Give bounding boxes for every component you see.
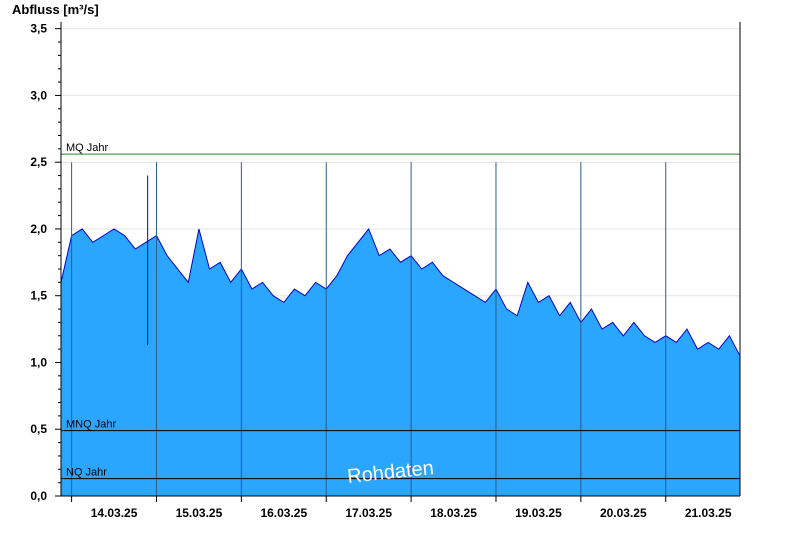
y-tick-label: 0,5 bbox=[30, 422, 47, 436]
y-tick-label: 3,5 bbox=[30, 22, 47, 36]
y-tick-label: 0,0 bbox=[30, 489, 47, 503]
x-tick-label: 18.03.25 bbox=[430, 506, 477, 520]
y-ticks: 0,0 0,5 1,0 1,5 2,0 2,5 3,0 3,5 bbox=[30, 22, 61, 503]
y-tick-label: 3,0 bbox=[30, 88, 47, 102]
x-ticks: 14.03.25 15.03.25 16.03.25 17.03.25 18.03.25… bbox=[71, 496, 732, 520]
y-tick-label: 1,0 bbox=[30, 355, 47, 369]
x-tick-label: 15.03.25 bbox=[176, 506, 223, 520]
y-tick-label: 2,5 bbox=[30, 155, 47, 169]
reference-lines: MQ Jahr MNQ Jahr NQ Jahr bbox=[61, 142, 740, 480]
day-separators bbox=[71, 162, 667, 496]
discharge-area bbox=[61, 228, 740, 496]
x-tick-label: 14.03.25 bbox=[91, 506, 138, 520]
reference-line-label: NQ Jahr bbox=[66, 467, 107, 479]
discharge-line bbox=[60, 227, 741, 357]
x-tick-label: 21.03.25 bbox=[685, 506, 732, 520]
reference-line-label: MQ Jahr bbox=[66, 142, 109, 154]
reference-line-label: MNQ Jahr bbox=[66, 419, 116, 431]
x-tick-label: 20.03.25 bbox=[600, 506, 647, 520]
y-tick-label: 2,0 bbox=[30, 222, 47, 236]
axes bbox=[60, 22, 741, 497]
x-tick-label: 16.03.25 bbox=[260, 506, 307, 520]
x-tick-label: 19.03.25 bbox=[515, 506, 562, 520]
y-tick-label: 1,5 bbox=[30, 289, 47, 303]
y-axis-title: Abfluss [m³/s] bbox=[12, 2, 99, 17]
x-tick-label: 17.03.25 bbox=[345, 506, 392, 520]
